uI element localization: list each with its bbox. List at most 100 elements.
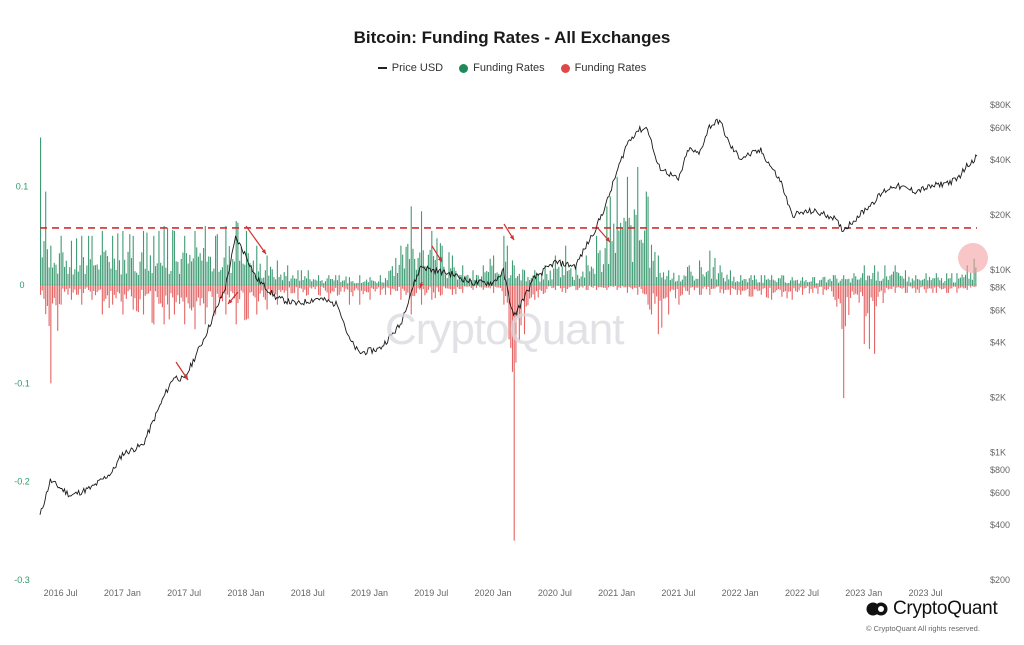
funding-bar-negative xyxy=(535,285,538,292)
funding-bar-positive xyxy=(599,250,601,285)
funding-bar-positive xyxy=(594,273,596,285)
funding-bar-positive xyxy=(179,273,181,285)
funding-bar-positive xyxy=(445,274,447,285)
funding-bar-positive xyxy=(383,282,385,285)
funding-bar-positive xyxy=(867,275,869,285)
funding-bar-positive xyxy=(664,279,666,285)
funding-bar-positive xyxy=(513,265,515,285)
funding-bar-positive xyxy=(403,268,405,285)
funding-bar-negative xyxy=(947,285,949,293)
funding-bar-positive xyxy=(206,261,208,285)
funding-bar-negative xyxy=(484,285,486,288)
funding-bar-positive xyxy=(372,280,375,285)
funding-bar-positive xyxy=(462,265,464,285)
funding-bar-negative xyxy=(589,285,591,286)
funding-bar-negative xyxy=(781,285,783,297)
funding-bar-negative xyxy=(244,285,246,321)
funding-bar-negative xyxy=(587,285,589,290)
right-tick-label: $1K xyxy=(990,447,1006,457)
funding-bar-negative xyxy=(256,285,258,315)
funding-bar-positive xyxy=(690,271,692,285)
funding-bar-negative xyxy=(350,285,352,293)
funding-bar-negative xyxy=(808,285,810,294)
funding-bar-positive xyxy=(410,206,412,285)
funding-bar-positive xyxy=(966,265,968,285)
funding-bar-positive xyxy=(523,270,526,285)
funding-bar-negative xyxy=(266,285,268,310)
funding-bar-positive xyxy=(645,191,647,285)
funding-bar-negative xyxy=(959,285,961,288)
funding-bar-positive xyxy=(448,252,450,285)
funding-bar-positive xyxy=(165,267,167,285)
funding-bar-negative xyxy=(908,285,910,287)
funding-bar-positive xyxy=(268,275,270,285)
funding-bar-positive xyxy=(336,280,338,285)
x-axis: 2016 Jul 2017 Jan 2017 Jul 2018 Jan 2018 Jul… xyxy=(44,588,943,598)
funding-bar-negative xyxy=(417,285,419,289)
funding-bar-positive xyxy=(640,239,642,285)
legend-item-funding-negative[interactable]: Funding Rates xyxy=(560,62,646,74)
funding-bar-negative xyxy=(554,285,556,290)
funding-bar-positive xyxy=(920,280,922,285)
funding-bar-negative xyxy=(970,285,972,288)
funding-bar-negative xyxy=(944,285,946,289)
funding-bar-negative xyxy=(180,285,182,298)
funding-bar-negative xyxy=(566,285,568,290)
funding-bar-positive xyxy=(745,279,747,285)
funding-bar-negative xyxy=(187,285,189,304)
funding-bar-negative xyxy=(112,285,114,305)
funding-bar-negative xyxy=(803,285,805,289)
funding-bar-negative xyxy=(338,285,340,295)
funding-bar-positive xyxy=(716,279,718,285)
funding-bar-negative xyxy=(918,285,920,293)
funding-bar-positive xyxy=(841,278,843,285)
funding-bar-positive xyxy=(608,263,610,285)
funding-bar-positive xyxy=(457,279,459,285)
funding-bar-positive xyxy=(824,276,826,285)
funding-bar-negative xyxy=(227,285,229,295)
legend-label: Price USD xyxy=(391,62,444,74)
x-tick-label: 2020 Jul xyxy=(538,588,572,598)
funding-bar-negative xyxy=(458,285,460,290)
funding-bar-negative xyxy=(738,285,740,291)
funding-bar-negative xyxy=(724,285,726,290)
funding-bar-positive xyxy=(342,280,344,285)
funding-bar-positive xyxy=(91,235,93,285)
funding-bar-positive xyxy=(120,274,122,285)
funding-bar-positive xyxy=(96,264,98,285)
legend-item-price[interactable]: Price USD xyxy=(377,62,444,74)
funding-bar-negative xyxy=(297,285,299,300)
funding-bar-positive xyxy=(208,256,210,285)
funding-bar-negative xyxy=(489,285,491,289)
funding-bar-positive xyxy=(505,261,507,285)
price-line-layer xyxy=(39,118,978,515)
funding-bar-positive xyxy=(537,273,539,285)
funding-bar-negative xyxy=(153,285,155,325)
funding-bar-positive xyxy=(846,279,848,285)
funding-bar-positive xyxy=(307,270,309,285)
funding-bar-positive xyxy=(568,270,570,285)
funding-bar-negative xyxy=(899,285,901,288)
funding-bar-negative xyxy=(868,285,870,349)
funding-bar-positive xyxy=(620,222,622,285)
funding-bar-negative xyxy=(698,285,701,295)
funding-bar-negative xyxy=(239,285,241,300)
funding-bar-negative xyxy=(637,285,639,295)
funding-bar-positive xyxy=(765,279,768,285)
funding-bar-negative xyxy=(728,285,730,290)
funding-bar-positive xyxy=(697,278,699,285)
price-usd-line xyxy=(39,118,978,515)
funding-bar-positive xyxy=(290,278,292,285)
funding-bar-positive xyxy=(477,275,479,285)
funding-bar-negative xyxy=(716,285,718,287)
funding-bar-negative xyxy=(191,285,193,311)
funding-bar-negative xyxy=(786,285,788,299)
legend-item-funding-positive[interactable]: Funding Rates xyxy=(459,62,545,74)
funding-bar-positive xyxy=(216,234,218,285)
funding-bar-positive xyxy=(185,253,187,285)
funding-bar-positive xyxy=(642,242,644,285)
funding-bar-positive xyxy=(371,280,373,285)
funding-bar-negative xyxy=(311,285,313,289)
funding-bar-negative xyxy=(407,285,409,293)
funding-bar-negative xyxy=(513,285,515,541)
